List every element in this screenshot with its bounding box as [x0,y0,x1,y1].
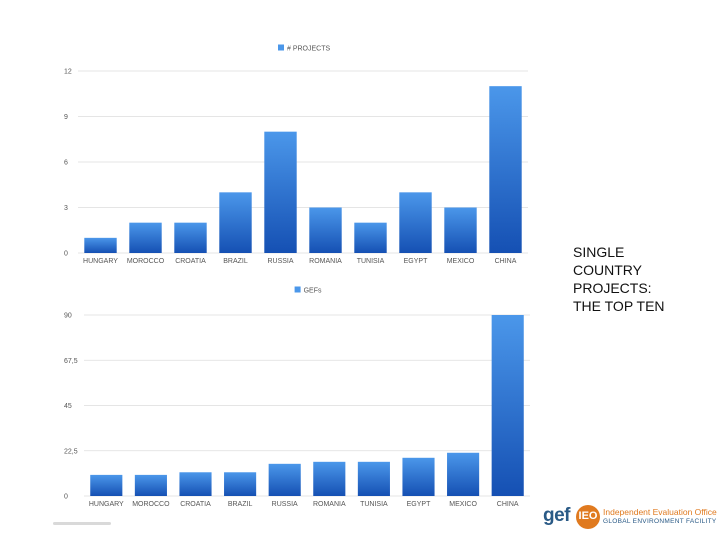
bar [357,461,390,496]
slide-title: SINGLE COUNTRY PROJECTS: THE TOP TEN [573,243,713,315]
bar [264,131,297,253]
bar [354,222,387,253]
bar [174,222,207,253]
gefs-chart: GEFs 0 22,5 45 67,5 90 HUNGARY MOROCCO CROATIA BR… [64,286,530,508]
y-tick-label: 9 [64,114,68,121]
x-category-label: CHINA [497,501,519,508]
y-tick-label: 67,5 [64,358,78,365]
bar [179,472,212,496]
y-tick-label: 45 [64,403,72,410]
bar [402,457,435,496]
legend-swatch [278,44,284,51]
x-category-label: MOROCCO [127,258,165,265]
y-tick-label: 3 [64,205,68,212]
x-category-label: TUNISIA [357,258,385,265]
bar [219,192,252,253]
bar [90,474,123,496]
legend-label: GEFs [304,288,322,295]
x-category-label: MEXICO [447,258,475,265]
logo-facility-name: GLOBAL ENVIRONMENT FACILITY [603,518,717,525]
x-category-label: BRAZIL [223,258,248,265]
bar [224,472,257,496]
x-category-label: RUSSIA [267,258,293,265]
y-tick-label: 0 [64,251,68,258]
bar [489,86,522,254]
logo-ieo-text: IEO [578,510,598,522]
logo-badge-icon [576,505,600,529]
bar [447,452,480,496]
bar [84,237,117,253]
bar [129,222,162,253]
bar [313,461,346,496]
x-category-label: HUNGARY [83,258,118,265]
x-category-label: ROMANIA [309,258,342,265]
slide-title-line: PROJECTS: [573,280,652,296]
x-category-label: EGYPT [407,501,431,508]
x-category-label: CROATIA [175,258,206,265]
y-tick-label: 6 [64,160,68,167]
x-category-label: BRAZIL [228,501,253,508]
x-category-label: CROATIA [180,501,211,508]
logo-office-name: Independent Evaluation Office [603,507,717,517]
x-category-label: CHINA [495,258,517,265]
x-category-label: HUNGARY [89,501,124,508]
slide-title-line: COUNTRY [573,262,642,278]
legend-label: # PROJECTS [287,46,331,53]
x-category-label: MOROCCO [132,501,170,508]
y-tick-label: 22,5 [64,448,78,455]
x-category-label: MEXICO [449,501,477,508]
y-tick-label: 0 [64,494,68,501]
slide-title-line: SINGLE [573,244,625,260]
bar [268,463,301,496]
bar [491,315,524,496]
bar [444,207,477,253]
gef-ieo-logo: gef IEO Independent Evaluation Office GL… [543,505,718,531]
x-category-label: RUSSIA [272,501,298,508]
bar [134,474,167,496]
y-tick-label: 12 [64,69,72,76]
x-category-label: TUNISIA [360,501,388,508]
legend-swatch [294,286,301,293]
bar [399,192,432,253]
y-tick-label: 90 [64,313,72,320]
logo-gef-text: gef [543,505,571,526]
slide-divider [53,522,111,525]
slide-title-line: THE TOP TEN [573,298,665,314]
x-category-label: EGYPT [404,258,428,265]
projects-chart: # PROJECTS 0 3 6 9 12 HUNGARY MOROCCO CROATIA BRA… [64,44,528,265]
bar [309,207,342,253]
x-category-label: ROMANIA [313,501,346,508]
